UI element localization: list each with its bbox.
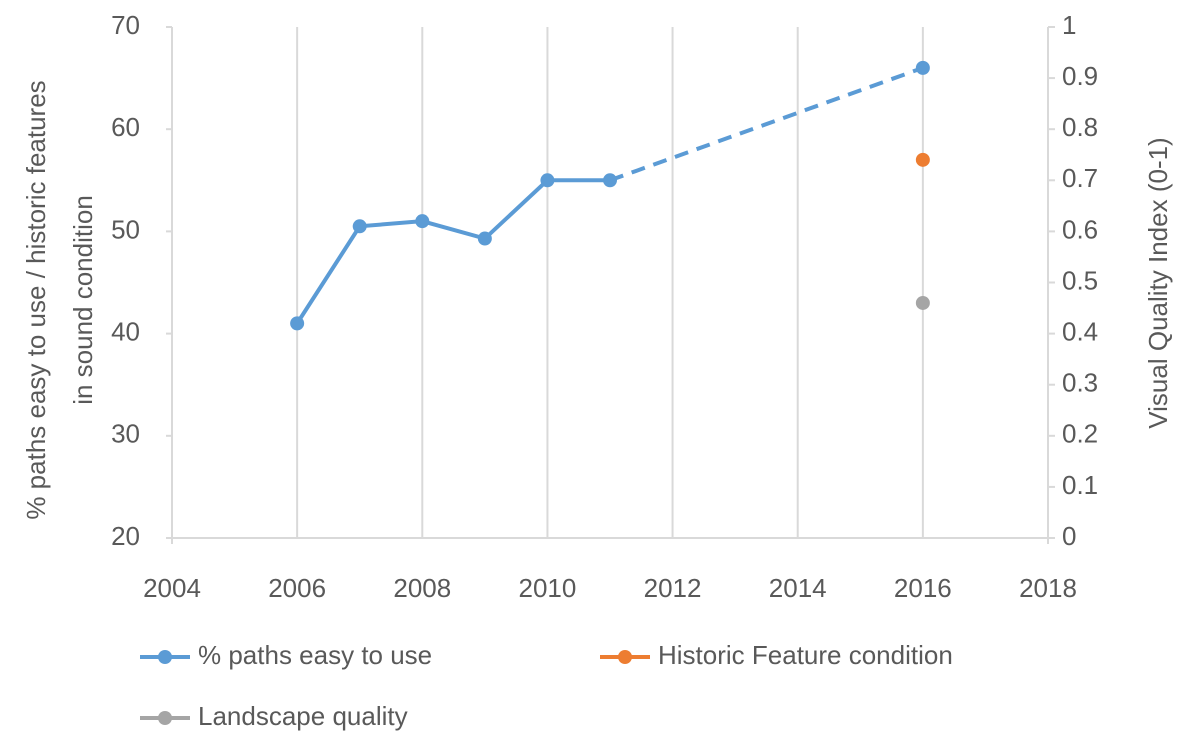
y2-tick-label: 0.1 <box>1062 470 1098 500</box>
y2-axis-title: Visual Quality Index (0-1) <box>1143 137 1173 428</box>
legend-label: % paths easy to use <box>198 640 432 670</box>
x-tick-label: 2006 <box>268 573 326 603</box>
data-point <box>915 60 930 75</box>
y-axis-title: in sound condition <box>68 195 98 405</box>
x-tick-label: 2016 <box>894 573 952 603</box>
x-tick-label: 2014 <box>769 573 827 603</box>
y2-tick-label: 0.8 <box>1062 112 1098 142</box>
y2-tick-label: 0.9 <box>1062 61 1098 91</box>
y-tick-label: 30 <box>111 419 140 449</box>
x-tick-label: 2008 <box>393 573 451 603</box>
y-tick-label: 60 <box>111 112 140 142</box>
x-tick-label: 2012 <box>644 573 702 603</box>
legend-marker <box>618 650 632 664</box>
legend-marker <box>158 650 172 664</box>
y-axis-title: % paths easy to use / historic features <box>21 80 51 519</box>
y2-tick-label: 0 <box>1062 521 1076 551</box>
series-line <box>295 178 610 325</box>
y2-tick-label: 0.4 <box>1062 316 1098 346</box>
x-tick-label: 2004 <box>143 573 201 603</box>
y2-tick-label: 0.2 <box>1062 419 1098 449</box>
legend-label: Historic Feature condition <box>658 640 953 670</box>
series-line <box>609 65 924 183</box>
legend-label: Landscape quality <box>198 701 408 731</box>
y2-tick-label: 1 <box>1062 10 1076 40</box>
y-tick-label: 50 <box>111 214 140 244</box>
y-tick-label: 40 <box>111 316 140 346</box>
legend-marker <box>158 711 172 725</box>
data-point <box>415 214 430 229</box>
data-point <box>540 173 555 188</box>
x-tick-label: 2018 <box>1019 573 1077 603</box>
data-point <box>352 219 367 234</box>
y-tick-label: 20 <box>111 521 140 551</box>
data-point <box>603 173 617 188</box>
data-point <box>477 231 492 246</box>
y2-tick-label: 0.5 <box>1062 265 1098 295</box>
y2-tick-label: 0.6 <box>1062 214 1098 244</box>
data-point <box>915 152 930 167</box>
data-point <box>290 316 305 331</box>
y2-tick-label: 0.7 <box>1062 163 1098 193</box>
y-tick-label: 70 <box>111 10 140 40</box>
y2-tick-label: 0.3 <box>1062 368 1098 398</box>
x-tick-label: 2010 <box>519 573 577 603</box>
data-point <box>915 295 930 310</box>
